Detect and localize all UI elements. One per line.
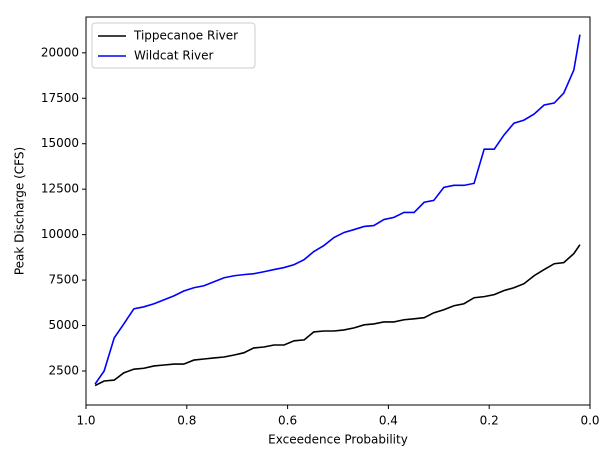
legend-label: Wildcat River [134,49,214,63]
x-tick-label: 0.8 [177,414,196,428]
y-tick-label: 10000 [41,227,79,241]
series-line [94,244,581,387]
y-tick-label: 12500 [41,182,79,196]
x-tick-label: 0.0 [580,414,599,428]
y-tick-label: 2500 [48,364,79,378]
y-tick-label: 20000 [41,45,79,59]
legend-box [91,22,256,69]
y-tick-label: 15000 [41,136,79,150]
y-axis-label: Peak Discharge (CFS) [13,147,27,275]
x-tick-label: 0.4 [379,414,398,428]
x-tick-label: 1.0 [76,414,95,428]
x-tick-label: 0.2 [480,414,499,428]
y-tick-label: 5000 [48,318,79,332]
y-tick-label: 17500 [41,91,79,105]
legend-label: Tippecanoe River [133,29,238,43]
y-tick-label: 7500 [48,273,79,287]
x-tick-label: 0.6 [278,414,297,428]
series-line [94,34,581,385]
x-axis-label: Exceedence Probability [268,433,408,447]
plot-frame [85,16,591,406]
